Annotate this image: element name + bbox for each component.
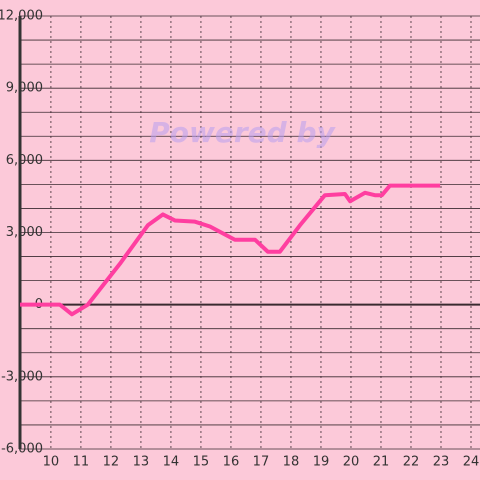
x-tick-label: 23 <box>433 455 450 470</box>
x-tick-label: 12 <box>103 455 120 470</box>
x-tick-label: 11 <box>73 455 90 470</box>
x-tick-label: 13 <box>133 455 150 470</box>
y-tick-label: 9,000 <box>6 81 43 96</box>
y-tick-label: 6,000 <box>6 153 43 168</box>
x-tick-label: 18 <box>283 455 300 470</box>
watermark: Powered by <box>149 116 336 149</box>
x-tick-label: 24 <box>463 455 480 470</box>
x-tick-label: 15 <box>193 455 210 470</box>
y-tick-label: 3,000 <box>6 225 43 240</box>
line <box>20 183 441 317</box>
x-tick-label: 16 <box>223 455 240 470</box>
x-tick-label: 22 <box>403 455 420 470</box>
y-tick-label: -3,000 <box>1 369 43 384</box>
x-tick-label: 21 <box>373 455 390 470</box>
x-tick-label: 14 <box>163 455 180 470</box>
y-tick-label: -6,000 <box>1 441 43 456</box>
x-tick-label: 10 <box>43 455 60 470</box>
x-tick-label: 20 <box>343 455 360 470</box>
x-tick-label: 19 <box>313 455 330 470</box>
x-tick-label: 17 <box>253 455 270 470</box>
